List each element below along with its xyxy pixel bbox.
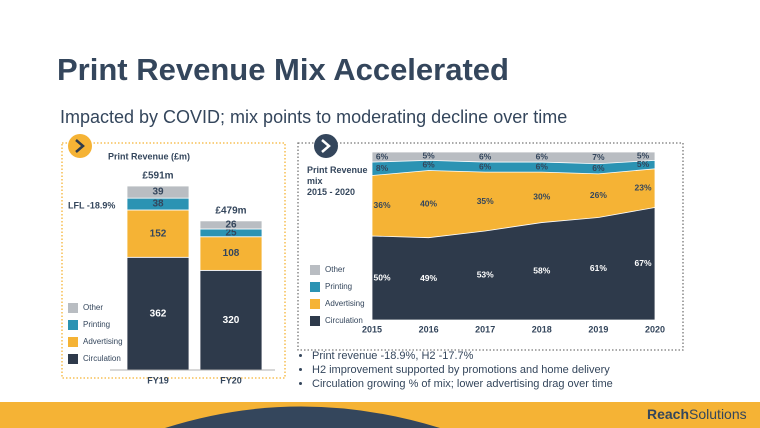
value-label: 5% [637,150,650,160]
value-label: 5% [422,150,435,160]
legend-swatch [68,303,78,313]
x-tick-label: FY20 [220,375,242,385]
legend-label: Other [325,265,345,274]
value-label: 49% [420,273,437,283]
legend-swatch [68,320,78,330]
chevron-icon [68,134,92,158]
right-panel [297,142,684,351]
x-tick-label: 2019 [588,324,608,334]
value-label: 152 [150,228,167,239]
slide-subtitle: Impacted by COVID; mix points to moderat… [60,107,567,127]
chevron [75,139,85,153]
legend-label: Advertising [325,299,365,308]
bullet: H2 improvement supported by promotions a… [312,363,613,377]
value-label: 6% [376,151,389,161]
value-label: 6% [479,161,492,171]
value-label: 23% [634,182,651,192]
x-tick-label: FY19 [147,375,169,385]
value-label: 53% [477,270,494,280]
value-label: 38 [152,199,164,210]
bar-segment [199,220,263,230]
total-label: £591m [142,171,173,182]
bar-segment [126,209,190,258]
chevron-icon [314,134,338,158]
value-label: 6% [592,163,605,173]
value-label: 67% [634,258,651,268]
value-label: 39 [152,187,164,198]
value-label: 26 [225,220,237,231]
legend-swatch [68,354,78,364]
value-label: 6% [479,151,492,161]
slide-title: Print Revenue Mix Accelerated [57,52,509,87]
bullet: Circulation growing % of mix; lower adve… [312,377,613,391]
chevron [321,139,331,153]
value-label: 30% [533,192,550,202]
brand: ReachSolutions [647,406,747,422]
bar-segment [199,236,263,271]
total-label: £479m [215,206,246,217]
legend-swatch [310,282,320,292]
value-label: 61% [590,263,607,273]
area [371,206,656,321]
annotation: LFL -18.9% [68,200,115,210]
value-label: 35% [477,196,494,206]
brand-light: Solutions [689,406,747,422]
footer-arc [165,406,440,428]
value-label: 6% [536,161,549,171]
value-label: 58% [533,266,550,276]
value-label: 50% [373,272,390,282]
chart-title: Print Revenue (£m) [108,151,190,161]
legend-swatch [68,337,78,347]
value-label: 6% [422,160,435,170]
brand-bold: Reach [647,406,689,422]
value-label: 320 [223,315,240,326]
legend-label: Printing [83,320,110,329]
value-label: 108 [223,248,240,259]
legend-label: Advertising [83,337,123,346]
bar-segment [126,185,190,199]
value-label: 7% [592,152,605,162]
legend-label: Circulation [83,354,121,363]
bullet: Print revenue -18.9%, H2 -17.7% [312,349,613,363]
legend-swatch [310,316,320,326]
value-label: 40% [420,198,437,208]
x-tick-label: 2015 [362,324,382,334]
value-label: 5% [637,159,650,169]
x-tick-label: 2016 [419,324,439,334]
value-label: 36% [373,200,390,210]
chart-subtitle: 2015 - 2020 [307,187,356,197]
legend-label: Circulation [325,316,363,325]
legend-swatch [310,265,320,275]
value-label: 25 [225,227,237,238]
value-label: 26% [590,190,607,200]
legend-label: Other [83,303,103,312]
left-panel [61,142,286,379]
x-tick-label: 2017 [475,324,495,334]
legend-swatch [310,299,320,309]
chart-title: Print Revenue mix [307,165,368,186]
x-tick-label: 2020 [645,324,665,334]
bullets: Print revenue -18.9%, H2 -17.7% H2 impro… [296,349,613,391]
x-tick-label: 2018 [532,324,552,334]
value-label: 362 [150,308,167,319]
legend-label: Printing [325,282,352,291]
value-label: 6% [536,151,549,161]
value-label: 8% [376,163,389,173]
bar-segment [126,256,190,371]
